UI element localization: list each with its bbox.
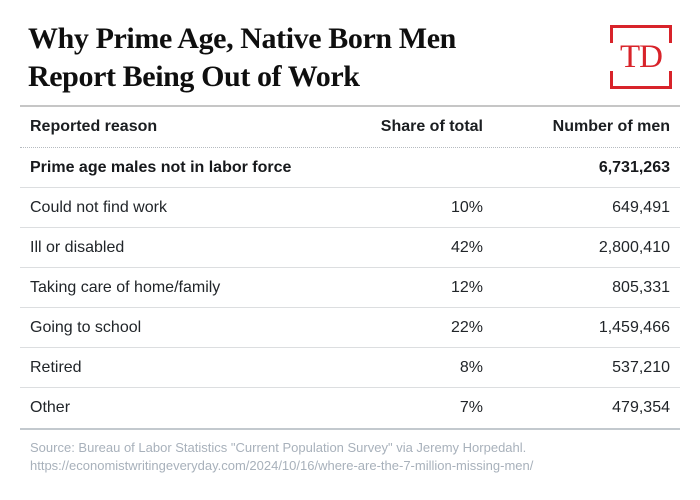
reason-cell: Ill or disabled	[30, 238, 125, 256]
table-row: Going to school 22% 1,459,466	[20, 308, 680, 348]
number-cell: 6,731,263	[598, 158, 670, 176]
page-title-line2: Report Being Out of Work	[28, 60, 360, 93]
column-header-reason: Reported reason	[30, 118, 158, 135]
page-title: Why Prime Age, Native Born Men Report Be…	[28, 20, 456, 96]
share-cell: 42%	[450, 238, 483, 256]
number-cell: 649,491	[612, 198, 670, 216]
number-cell: 805,331	[612, 278, 670, 296]
number-cell: 479,354	[612, 399, 670, 416]
source-url: https://economistwritingeveryday.com/202…	[30, 458, 534, 473]
column-header-number: Number of men	[552, 118, 670, 135]
share-cell: 10%	[450, 198, 483, 216]
td-logo: TD	[608, 25, 674, 89]
masthead: Why Prime Age, Native Born Men Report Be…	[0, 0, 700, 96]
reason-cell: Could not find work	[30, 198, 167, 216]
reason-cell: Going to school	[30, 318, 142, 336]
reason-cell: Retired	[30, 358, 82, 376]
source-note: Source: Bureau of Labor Statistics "Curr…	[20, 439, 680, 475]
title-divider	[20, 105, 680, 107]
share-cell: 12%	[450, 278, 483, 296]
reason-cell: Prime age males not in labor force	[30, 158, 292, 176]
share-cell: 8%	[459, 358, 483, 376]
reason-cell: Taking care of home/family	[30, 278, 221, 296]
column-header-share: Share of total	[380, 118, 483, 135]
number-cell: 537,210	[612, 358, 670, 376]
share-cell: 22%	[450, 318, 483, 336]
td-logo-text: TD	[608, 41, 674, 74]
table-row-total: Prime age males not in labor force 6,731…	[20, 148, 680, 188]
table-row: Taking care of home/family 12% 805,331	[20, 268, 680, 308]
number-cell: 2,800,410	[598, 238, 670, 256]
source-attribution: Source: Bureau of Labor Statistics "Curr…	[30, 440, 527, 455]
table-row: Retired 8% 537,210	[20, 348, 680, 388]
reason-cell: Other	[30, 399, 71, 416]
share-cell: 7%	[459, 399, 483, 416]
table-header-row: Reported reason Share of total Number of…	[20, 107, 680, 148]
table-bottom-divider	[20, 428, 680, 430]
number-cell: 1,459,466	[598, 318, 670, 336]
table-row: Ill or disabled 42% 2,800,410	[20, 228, 680, 268]
table-row: Other 7% 479,354	[20, 388, 680, 428]
data-table: Reported reason Share of total Number of…	[20, 107, 680, 428]
table-row: Could not find work 10% 649,491	[20, 188, 680, 228]
page-title-line1: Why Prime Age, Native Born Men	[28, 22, 456, 55]
